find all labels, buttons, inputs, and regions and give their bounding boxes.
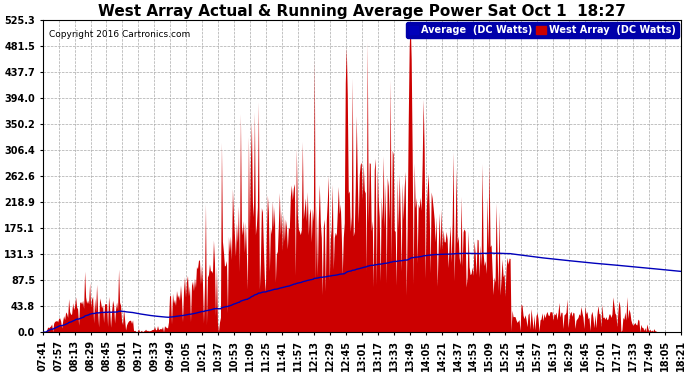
Legend: Average  (DC Watts), West Array  (DC Watts): Average (DC Watts), West Array (DC Watts…	[406, 22, 679, 38]
Title: West Array Actual & Running Average Power Sat Oct 1  18:27: West Array Actual & Running Average Powe…	[98, 4, 626, 19]
Text: Copyright 2016 Cartronics.com: Copyright 2016 Cartronics.com	[49, 30, 190, 39]
